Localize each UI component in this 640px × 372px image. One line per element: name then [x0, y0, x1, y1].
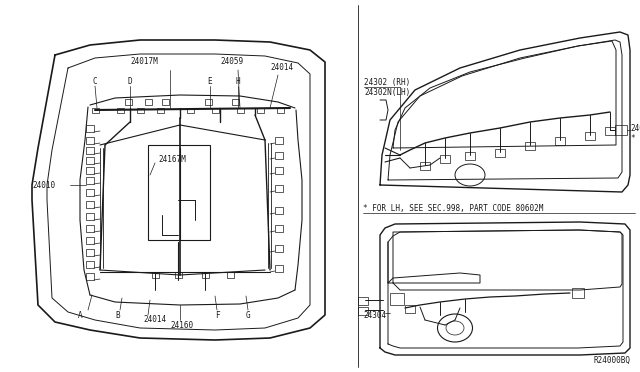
Bar: [92, 108, 99, 113]
Bar: [86, 249, 94, 256]
Text: 24017M: 24017M: [130, 58, 157, 67]
Bar: [275, 167, 283, 174]
Bar: [86, 237, 94, 244]
Text: A: A: [77, 311, 83, 320]
Bar: [137, 108, 144, 113]
Bar: [86, 167, 94, 174]
Bar: [605, 127, 615, 135]
Text: 24160: 24160: [170, 321, 193, 330]
Bar: [152, 272, 159, 278]
Bar: [277, 108, 284, 113]
Text: B: B: [116, 311, 120, 320]
Bar: [615, 125, 627, 135]
Text: C: C: [93, 77, 97, 87]
Bar: [232, 99, 239, 105]
Bar: [275, 225, 283, 232]
Bar: [86, 273, 94, 280]
Bar: [187, 108, 194, 113]
Text: 24167M: 24167M: [158, 155, 186, 164]
Text: H: H: [236, 77, 240, 87]
Bar: [86, 225, 94, 232]
Bar: [157, 108, 164, 113]
Bar: [86, 147, 94, 154]
Bar: [405, 305, 415, 313]
Bar: [86, 137, 94, 144]
Bar: [212, 108, 219, 113]
Bar: [358, 307, 368, 315]
Bar: [572, 288, 584, 298]
Bar: [86, 157, 94, 164]
Bar: [86, 213, 94, 220]
Bar: [86, 189, 94, 196]
Bar: [358, 297, 368, 305]
Bar: [275, 265, 283, 272]
Bar: [117, 108, 124, 113]
Bar: [555, 137, 565, 145]
Bar: [86, 125, 94, 132]
Bar: [275, 185, 283, 192]
Text: 24302 (RH): 24302 (RH): [364, 77, 410, 87]
Text: 24302N(LH): 24302N(LH): [364, 87, 410, 96]
Text: F: F: [214, 311, 220, 320]
Text: * FOR LH, SEE SEC.998, PART CODE 80602M: * FOR LH, SEE SEC.998, PART CODE 80602M: [363, 203, 543, 212]
Bar: [227, 272, 234, 278]
Bar: [275, 207, 283, 214]
Text: 24014: 24014: [143, 315, 166, 324]
Text: G: G: [246, 311, 250, 320]
Bar: [465, 152, 475, 160]
Bar: [162, 99, 169, 105]
Bar: [148, 145, 210, 240]
Text: *: *: [630, 134, 635, 142]
Text: 24304: 24304: [363, 311, 386, 321]
Bar: [275, 245, 283, 252]
Bar: [495, 149, 505, 157]
Text: E: E: [208, 77, 212, 87]
Bar: [275, 137, 283, 144]
Bar: [440, 155, 450, 163]
Bar: [205, 99, 212, 105]
Bar: [145, 99, 152, 105]
Bar: [275, 152, 283, 159]
Bar: [175, 272, 182, 278]
Bar: [125, 99, 132, 105]
Text: D: D: [128, 77, 132, 87]
Bar: [525, 142, 535, 150]
Text: 24028Q(RH): 24028Q(RH): [630, 124, 640, 132]
Text: 24059: 24059: [220, 58, 243, 67]
Bar: [86, 201, 94, 208]
Text: 24014: 24014: [270, 64, 293, 73]
Bar: [390, 293, 404, 305]
Text: R24000BQ: R24000BQ: [593, 356, 630, 365]
Bar: [585, 132, 595, 140]
Bar: [86, 177, 94, 184]
Bar: [237, 108, 244, 113]
Bar: [257, 108, 264, 113]
Bar: [86, 261, 94, 268]
Text: 24010: 24010: [32, 180, 55, 189]
Bar: [202, 272, 209, 278]
Bar: [420, 162, 430, 170]
